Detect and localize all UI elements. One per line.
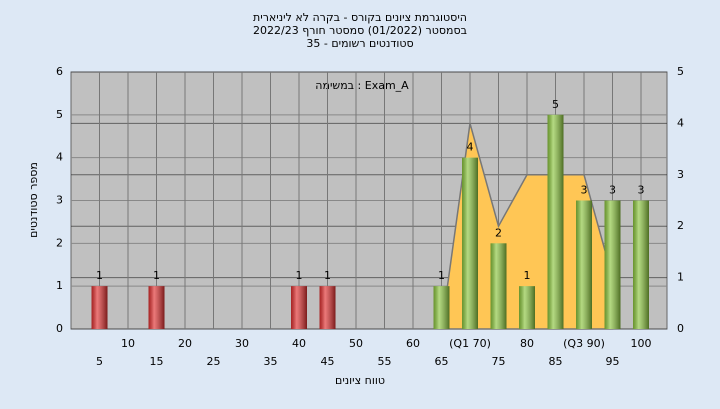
x-tick-label: 20	[178, 337, 192, 350]
bar-shade	[319, 286, 336, 329]
data-label: 5	[552, 98, 559, 111]
y2-tick-label: 2	[677, 219, 684, 232]
bar-shade	[604, 200, 621, 329]
x-tick-label: 85	[549, 355, 563, 368]
x-tick-label: 100	[631, 337, 652, 350]
y2-tick-label: 0	[677, 322, 684, 335]
x-tick-label: 75	[492, 355, 506, 368]
data-label: 1	[324, 269, 331, 282]
y2-tick-label: 1	[677, 271, 684, 284]
x-tick-label: 80	[520, 337, 534, 350]
bar-shade	[291, 286, 307, 329]
data-label: 1	[96, 269, 103, 282]
y2-tick-label: 4	[677, 116, 684, 129]
y-tick-label: 6	[56, 65, 63, 78]
chart-title: היסטוגרמת ציונים בקורס - בקרה לא ליניארי…	[253, 11, 467, 24]
x-tick-label: 15	[150, 355, 164, 368]
x-tick-label: 35	[264, 355, 278, 368]
x-tick-label: (Q1 70)	[449, 337, 491, 350]
y2-tick-label: 5	[677, 65, 684, 78]
x-tick-label: 50	[349, 337, 363, 350]
x-tick-label: 60	[406, 337, 420, 350]
data-label: 3	[638, 184, 645, 197]
bar-shade	[148, 286, 165, 329]
data-label: 1	[153, 269, 160, 282]
x-tick-label: 45	[321, 355, 335, 368]
x-tick-label: 95	[606, 355, 620, 368]
y-tick-label: 2	[56, 236, 63, 249]
x-tick-label: (Q3 90)	[563, 337, 605, 350]
y-tick-label: 4	[56, 151, 63, 164]
data-label: 1	[438, 269, 445, 282]
y2-tick-label: 3	[677, 168, 684, 181]
y-tick-label: 5	[56, 108, 63, 121]
x-tick-label: 5	[96, 355, 103, 368]
bar-shade	[91, 286, 108, 329]
bar-shade	[547, 114, 564, 329]
x-tick-label: 40	[292, 337, 306, 350]
x-axis-label: טווח ציונים	[335, 374, 385, 387]
annotation: במשימה : Exam_A	[315, 79, 409, 92]
chart-subtitle: בסמסטר (01/2022) סמסטר חורף 2022/23	[253, 24, 467, 37]
data-label: 3	[609, 184, 616, 197]
data-label: 3	[581, 184, 588, 197]
x-tick-label: 10	[121, 337, 135, 350]
bar-shade	[433, 286, 450, 329]
x-tick-label: 30	[235, 337, 249, 350]
y-tick-label: 3	[56, 194, 63, 207]
data-label: 1	[296, 269, 303, 282]
data-label: 1	[524, 269, 531, 282]
y-tick-label: 1	[56, 279, 63, 292]
chart-subtitle: סטודנטים רשומים - 35	[306, 37, 413, 50]
bar-shade	[462, 157, 478, 329]
bar-shade	[633, 200, 649, 329]
data-label: 2	[495, 226, 502, 239]
bar-shade	[576, 200, 592, 329]
y-tick-label: 0	[56, 322, 63, 335]
x-tick-label: 55	[378, 355, 392, 368]
bar-shade	[490, 243, 507, 329]
y-axis-label: מספר סטודנטים	[27, 162, 40, 238]
x-tick-label: 25	[207, 355, 221, 368]
bar-shade	[519, 286, 535, 329]
x-tick-label: 65	[435, 355, 449, 368]
data-label: 4	[467, 141, 474, 154]
